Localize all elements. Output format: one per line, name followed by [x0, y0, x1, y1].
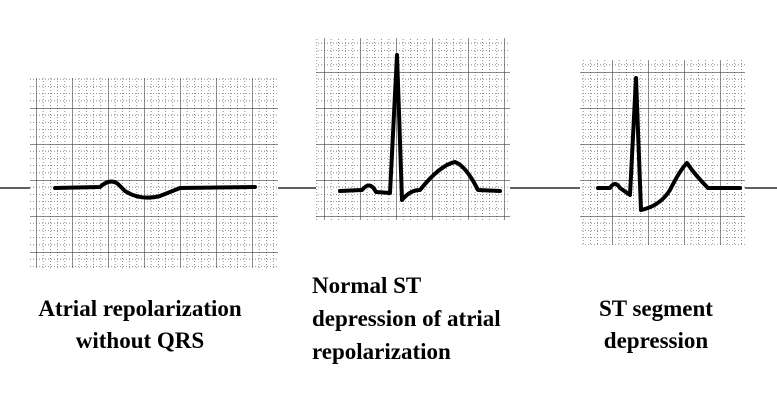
label: Atrial repolarization — [38, 296, 242, 321]
label: depression of atrial — [312, 306, 501, 331]
label: Normal ST — [312, 273, 421, 298]
ecg-trace — [53, 179, 257, 200]
ecg-trace — [596, 76, 742, 212]
ecg-grid — [580, 60, 745, 245]
ecg-grid — [30, 78, 278, 268]
label: depression — [604, 328, 709, 353]
ecg-trace — [338, 53, 502, 202]
label: repolarization — [312, 339, 451, 364]
label: ST segment — [599, 296, 713, 321]
label: without QRS — [76, 328, 204, 353]
